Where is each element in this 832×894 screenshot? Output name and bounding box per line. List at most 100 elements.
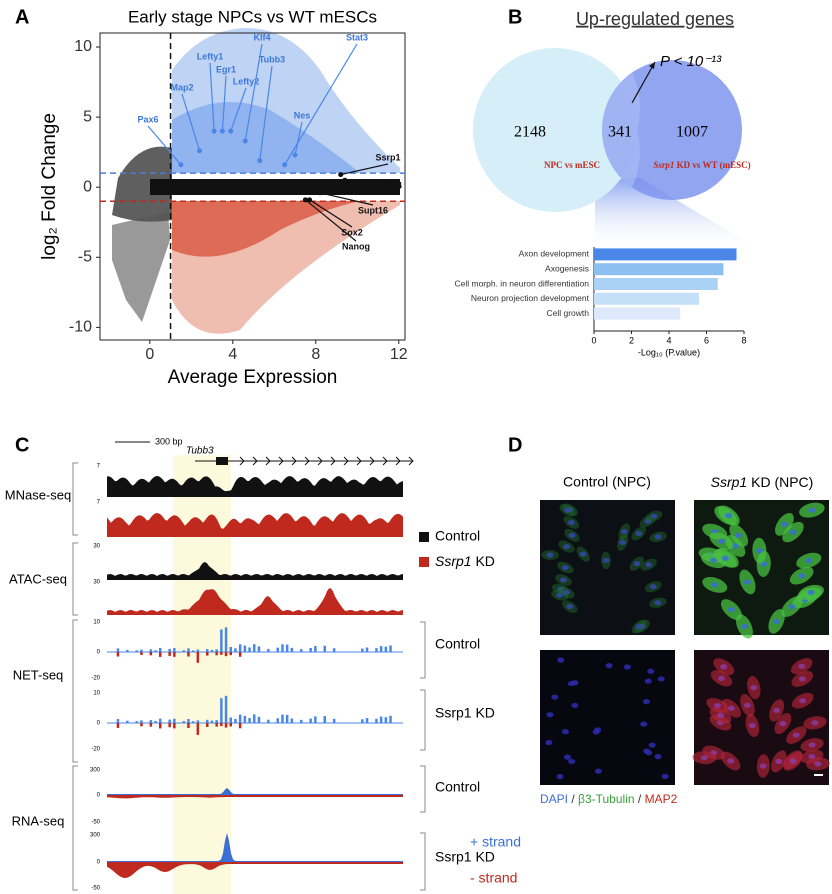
- net-bar: [389, 715, 392, 723]
- nucleus: [571, 702, 579, 708]
- assay-label: NET-seq: [13, 667, 64, 682]
- net-bar: [224, 652, 228, 657]
- nucleus: [743, 702, 751, 708]
- net-bar: [173, 648, 176, 652]
- x-tick-label: 0: [591, 335, 596, 345]
- nucleus: [711, 582, 719, 588]
- net-bar: [168, 719, 171, 723]
- net-bar: [206, 652, 209, 656]
- nucleus: [635, 624, 643, 630]
- gene-label: Egr1: [216, 64, 236, 74]
- nucleus: [560, 577, 568, 583]
- imaging: Control (NPC) Ssrp1 KD (NPC) DAPI / β3-T…: [540, 474, 830, 806]
- net-bar: [168, 648, 171, 652]
- low-expr-cloud: [112, 146, 172, 222]
- assay-label: MNase-seq: [5, 487, 71, 502]
- strand-label: + strand: [470, 834, 521, 850]
- chevron: [317, 456, 323, 466]
- nucleus: [661, 773, 669, 779]
- gene-label: Oct4: [382, 180, 402, 190]
- nucleus: [799, 698, 807, 704]
- nucleus: [602, 557, 610, 563]
- bracket: [420, 621, 426, 679]
- net-bar: [285, 644, 289, 652]
- highlight: [173, 455, 231, 894]
- funnel: [595, 178, 760, 250]
- gene-label: Sox2: [341, 227, 363, 237]
- net-bar: [290, 647, 294, 652]
- gene-label: Supt16: [358, 205, 388, 215]
- assay-label: ATAC-seq: [9, 571, 67, 586]
- down-cloud-core: [172, 201, 360, 257]
- venn-count: 341: [608, 124, 632, 141]
- net-bar: [206, 649, 209, 652]
- category-label: Cell morph. in neuron differentiation: [454, 278, 589, 288]
- nucleus: [640, 721, 648, 727]
- rna-plus: [107, 788, 403, 795]
- net-bar: [154, 650, 157, 652]
- arrow-head: [649, 62, 655, 69]
- net-bar: [309, 718, 312, 723]
- nucleus: [717, 538, 725, 544]
- net-bar: [361, 648, 364, 652]
- y-axis-label: log₂ Fold Change: [39, 113, 60, 260]
- net-bar: [314, 716, 317, 723]
- scale-label: 300: [90, 833, 101, 839]
- net-bar: [135, 650, 138, 652]
- nucleus: [563, 754, 571, 760]
- gene-point: [197, 148, 203, 154]
- atac-track: [107, 562, 403, 580]
- net-bar: [384, 646, 388, 652]
- nucleus: [807, 589, 815, 596]
- nucleus: [556, 592, 564, 598]
- x-tick-label: 2: [629, 335, 634, 345]
- scale-bar-label: 300 bp: [155, 436, 183, 446]
- venn-left: [473, 48, 637, 212]
- gene-label: Lefty1: [197, 51, 224, 61]
- bar: [594, 248, 737, 261]
- net-bar: [220, 652, 223, 655]
- leader-line: [230, 87, 247, 132]
- micrograph: [540, 650, 675, 785]
- net-bar: [248, 647, 251, 652]
- nucleus: [605, 662, 613, 669]
- net-bar: [281, 714, 284, 723]
- net-bar: [365, 718, 369, 723]
- net-bar: [173, 652, 176, 657]
- up-cloud-core: [172, 102, 360, 173]
- x-axis-label: Average Expression: [168, 367, 338, 388]
- net-bar: [253, 644, 256, 652]
- nucleus: [808, 754, 816, 760]
- strand-label: - strand: [470, 870, 517, 886]
- net-bar: [191, 650, 195, 652]
- nucleus: [798, 573, 806, 579]
- chevron: [265, 456, 271, 466]
- net-bar: [375, 648, 378, 652]
- net-bar: [224, 723, 228, 728]
- leader-line: [319, 192, 374, 206]
- rna-plus: [107, 833, 403, 862]
- bar: [594, 307, 681, 320]
- nucleus: [568, 758, 576, 765]
- p-value: P < 10⁻¹³: [660, 53, 722, 70]
- nucleus: [720, 664, 728, 670]
- net-bar: [234, 648, 237, 652]
- gene-point: [342, 177, 348, 183]
- net-bar: [365, 647, 369, 652]
- nucleus: [740, 623, 748, 629]
- legend-swatch: [419, 532, 429, 542]
- bracket: [72, 619, 78, 763]
- venn: Up-regulated genes 2148 341 1007 NPC vs …: [473, 9, 760, 250]
- nucleus: [594, 768, 602, 774]
- bracket: [420, 689, 426, 751]
- caption: DAPI / β3-Tubulin / MAP2: [540, 792, 678, 806]
- net-bar: [191, 721, 195, 723]
- x-tick-label: 4: [666, 335, 671, 345]
- nucleus: [798, 676, 806, 682]
- net-bar: [300, 719, 303, 723]
- net-bar: [173, 723, 176, 729]
- net-bar: [182, 650, 185, 652]
- net-bar: [379, 716, 383, 723]
- nucleus: [571, 680, 579, 686]
- gene-point: [211, 128, 217, 134]
